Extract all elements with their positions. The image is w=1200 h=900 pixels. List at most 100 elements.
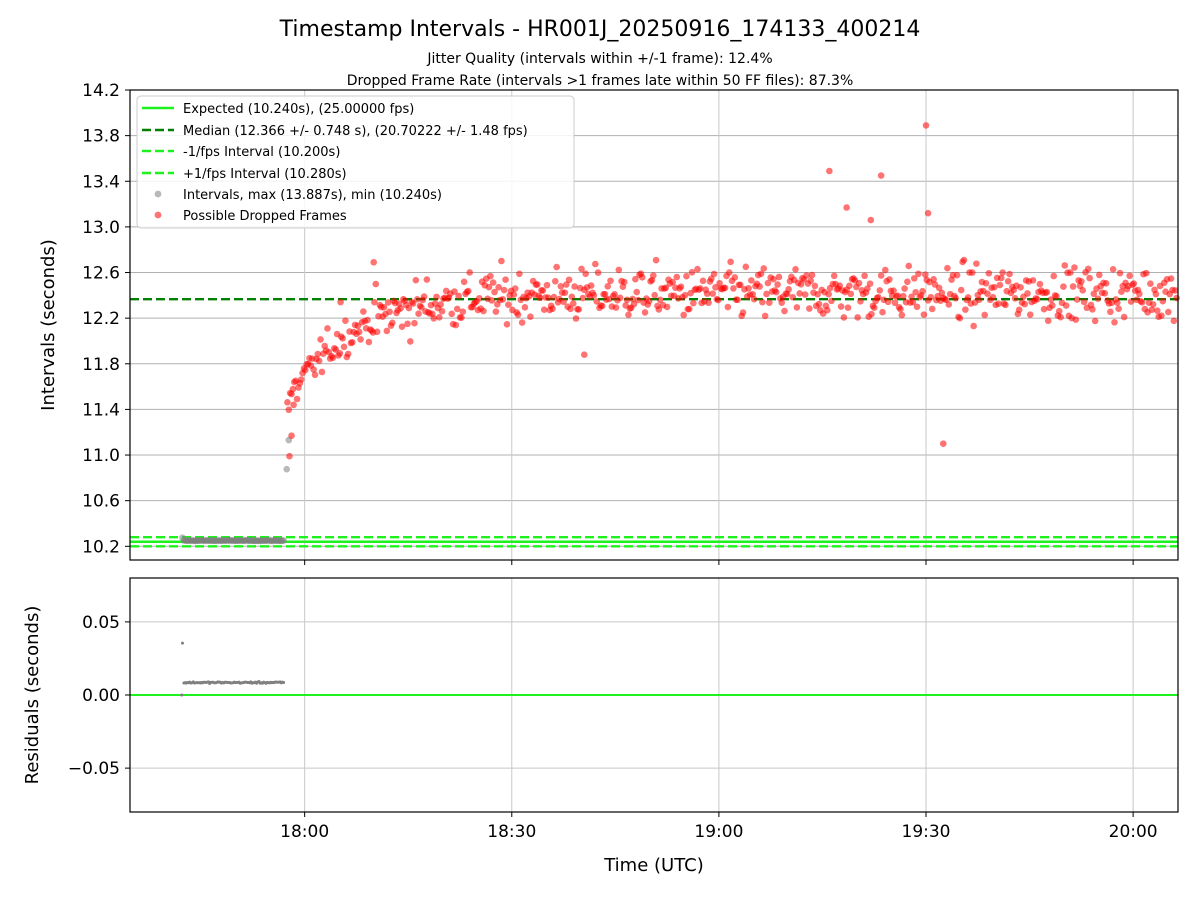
dropped-frame-point [487,272,494,280]
dropped-frame-point [837,303,845,310]
dropped-frame-point [680,311,687,319]
dropped-frame-point [572,315,580,322]
dropped-frame-point [1167,275,1175,282]
dropped-frame-point [365,338,373,346]
dropped-frame-point [801,291,809,298]
dropped-frame-point [808,271,816,279]
dropped-frame-point [881,266,889,274]
dropped-frame-point [575,306,583,313]
bottom-y-axis: −0.05 0.00 0.05 [68,613,130,779]
dropped-frame-point [580,351,588,358]
dropped-frame-point [569,300,577,307]
dropped-frame-point [1033,295,1041,303]
dropped-frame-point [886,276,893,283]
dropped-frame-point [761,312,769,320]
top-y-tick-label: 11.4 [82,400,120,420]
dropped-frame-point [433,293,440,301]
dropped-frame-point [772,288,780,296]
dropped-frame-point [386,308,393,316]
dropped-frame-point [1111,318,1118,326]
dropped-frame-point [1078,278,1085,285]
dropped-frame-point [826,167,833,175]
dropped-frame-point [807,277,815,284]
dropped-frame-point [464,287,472,295]
dropped-frame-point [759,298,766,306]
dropped-frame-point [699,277,707,285]
dropped-frame-point [770,275,777,283]
dropped-frame-point [398,323,406,330]
residual-points [180,641,286,697]
dropped-frame-point [411,319,418,327]
dropped-frame-point [861,272,868,280]
dropped-frame-point [297,376,305,383]
dropped-frame-point [756,283,763,290]
legend-label-dropped-frames: Possible Dropped Frames [183,209,347,224]
dropped-frame-point [604,283,612,290]
dropped-frame-point [466,269,473,276]
dropped-frame-point [539,287,547,294]
dropped-frame-point [629,295,636,303]
dropped-frame-point [748,277,755,284]
dropped-frame-point [536,294,544,302]
top-y-tick-label: 12.6 [82,264,120,284]
dropped-frame-point [284,399,291,406]
bottom-y-tick-label: 0.00 [82,686,120,706]
dropped-frame-point [825,290,832,298]
dropped-frame-point [314,350,322,358]
dropped-frame-point [685,305,693,313]
legend-label-intervals: Intervals, max (13.887s), min (10.240s) [183,188,442,203]
dropped-frame-point [922,271,929,278]
top-y-tick-label: 13.0 [82,218,120,238]
dropped-frame-point [847,290,855,298]
dropped-frame-point [1036,280,1044,288]
dropped-frame-point [349,339,356,346]
dropped-frame-point [708,275,715,283]
dropped-frame-point [534,281,541,288]
dropped-frame-point [632,275,639,283]
top-y-tick-label: 12.2 [82,309,120,329]
dropped-frame-point [781,307,788,315]
x-tick-label: 19:30 [902,822,951,842]
dropped-frame-point [996,281,1004,289]
residual-point [180,641,184,645]
dropped-frame-point [315,357,323,365]
dropped-frame-point [727,258,734,266]
legend-item-median: Median (12.366 +/- 0.748 s), (20.70222 +… [142,124,528,139]
dropped-frame-point [1107,308,1114,316]
dropped-frame-point [811,282,819,290]
dropped-frame-point [551,277,559,285]
dropped-frame-point [970,322,977,330]
dropped-frame-point [286,452,293,460]
legend-item-expected: Expected (10.240s), (25.00000 fps) [142,102,414,117]
dropped-frame-point [1095,271,1103,279]
top-y-tick-label: 11.8 [82,355,120,375]
dropped-frame-point [1158,312,1165,320]
dropped-frame-point [549,305,556,313]
dropped-frame-point [981,311,988,319]
dropped-frame-point [540,306,548,313]
dropped-frame-point [857,298,864,305]
dropped-frame-point [459,308,467,315]
x-axis-label: Time (UTC) [603,855,704,876]
dropped-frame-point [1057,313,1064,321]
dropped-frame-point [840,314,848,321]
dropped-frame-point [406,338,414,345]
dropped-frame-point [745,284,752,292]
x-axis: 18:00 18:30 19:00 19:30 20:00 [280,560,1158,842]
dropped-frame-point [1002,301,1009,309]
dropped-frame-point [397,305,404,312]
dropped-frame-point [703,290,711,297]
reference-lines [130,298,1178,548]
dropped-frame-point [579,294,587,302]
dropped-frame-point [1047,296,1055,303]
dropped-frame-point [289,385,297,393]
bottom-y-tick-label: 0.05 [82,613,120,633]
dropped-frame-point [435,313,443,321]
dropped-frame-point [1006,270,1013,278]
dropped-frame-point [1148,306,1156,314]
dropped-frame-point [1109,266,1117,273]
dropped-frame-point [1049,301,1056,309]
dropped-frame-point [557,282,565,290]
dropped-frame-point [1091,317,1099,325]
dropped-frame-point [655,306,663,313]
